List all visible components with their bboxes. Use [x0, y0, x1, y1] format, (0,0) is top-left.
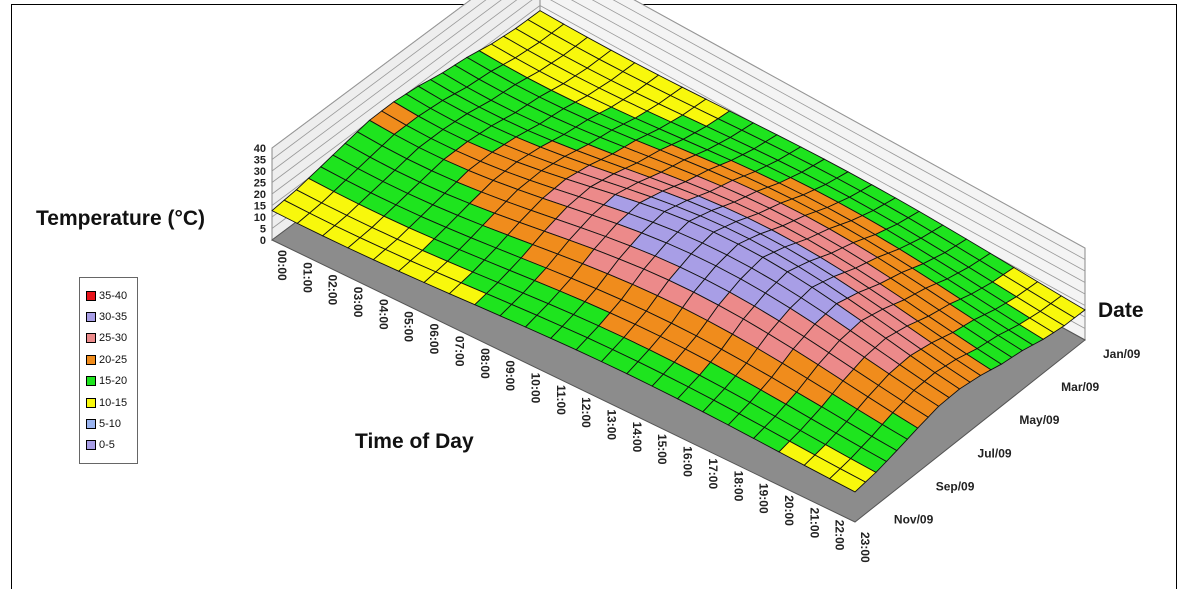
x-tick-label: 12:00: [579, 397, 593, 428]
x-tick-label: 11:00: [554, 385, 568, 415]
wall-gridline: [271, 0, 471, 149]
x-tick-label: 09:00: [503, 360, 517, 391]
wall-gridline: [271, 0, 518, 183]
x-tick-label: 21:00: [807, 507, 821, 538]
legend-item: 5-10: [86, 413, 137, 434]
z-tick-label: 30: [254, 166, 266, 178]
wall-gridline: [271, 0, 487, 160]
z-tick-label: 0: [260, 235, 266, 247]
z-tick-label: 40: [254, 143, 266, 155]
x-tick-label: 06:00: [427, 324, 441, 355]
wall-gridline: [271, 0, 502, 172]
surface-cell: [828, 468, 867, 493]
z-tick-label: 5: [260, 224, 266, 236]
x-tick-label: 01:00: [300, 262, 314, 293]
x-tick-label: 13:00: [605, 409, 619, 440]
wall-gridline: [570, 0, 1086, 283]
z-tick-label: 10: [254, 212, 266, 224]
y-tick-label: Sep/09: [936, 479, 975, 493]
x-tick-label: 19:00: [757, 483, 771, 514]
legend-label: 30-35: [99, 311, 128, 324]
legend-item: 25-30: [86, 328, 137, 349]
z-tick-label: 20: [254, 189, 266, 201]
legend-item: 15-20: [86, 371, 137, 392]
z-tick-label: 15: [254, 201, 266, 213]
legend-label: 20-25: [99, 353, 128, 366]
legend-swatch: [86, 354, 96, 365]
x-tick-label: 05:00: [402, 311, 416, 342]
legend-label: 0-5: [99, 439, 115, 452]
x-tick-label: 14:00: [630, 422, 644, 453]
legend-label: 5-10: [99, 418, 122, 431]
x-tick-label: 18:00: [731, 471, 745, 502]
wall-gridline: [633, 0, 1086, 249]
legend-label: 15-20: [99, 375, 128, 388]
wall-gridline: [612, 0, 1086, 260]
legend-swatch: [86, 376, 96, 387]
y-tick-label: May/09: [1019, 413, 1059, 427]
wall-gridline: [591, 0, 1086, 272]
legend-label: 35-40: [99, 289, 128, 302]
x-tick-label: 10:00: [528, 373, 542, 404]
legend-swatch: [86, 312, 96, 323]
legend-label: 25-30: [99, 332, 128, 345]
z-tick-label: 25: [254, 178, 266, 190]
x-tick-label: 22:00: [833, 520, 847, 551]
x-tick-label: 23:00: [858, 532, 872, 563]
legend-item: 0-5: [86, 435, 137, 456]
x-tick-label: 04:00: [376, 299, 390, 330]
x-tick-label: 15:00: [655, 434, 669, 465]
legend-item: 35-40: [86, 285, 137, 306]
y-tick-label: Mar/09: [1061, 380, 1099, 394]
legend-item: 10-15: [86, 392, 137, 413]
y-tick-label: Jul/09: [978, 446, 1012, 460]
legend-item: 30-35: [86, 306, 137, 327]
x-tick-label: 02:00: [326, 275, 340, 306]
y-axis-title: Date: [1098, 299, 1144, 322]
y-tick-label: Nov/09: [894, 512, 934, 526]
x-tick-label: 00:00: [275, 250, 289, 281]
legend-swatch: [86, 397, 96, 408]
z-axis-title: Temperature (°C): [36, 207, 205, 230]
legend-label: 10-15: [99, 396, 128, 409]
x-tick-label: 07:00: [452, 336, 466, 367]
legend-item: 20-25: [86, 349, 137, 370]
legend-swatch: [86, 419, 96, 430]
x-tick-label: 08:00: [478, 348, 492, 379]
z-tick-label: 35: [254, 155, 266, 167]
x-axis-title: Time of Day: [355, 430, 474, 453]
x-tick-label: 17:00: [706, 458, 720, 489]
x-tick-label: 03:00: [351, 287, 365, 318]
legend: 35-40 30-35 25-30 20-25 15-20 10-15 5-10 0-5: [79, 277, 138, 464]
x-tick-label: 16:00: [681, 446, 695, 477]
legend-swatch: [86, 333, 96, 344]
y-tick-label: Jan/09: [1103, 347, 1141, 361]
wall-gridline: [550, 0, 1086, 295]
legend-swatch: [86, 290, 96, 301]
x-tick-label: 20:00: [782, 495, 796, 526]
surface-mesh: [271, 10, 1086, 493]
legend-swatch: [86, 440, 96, 451]
